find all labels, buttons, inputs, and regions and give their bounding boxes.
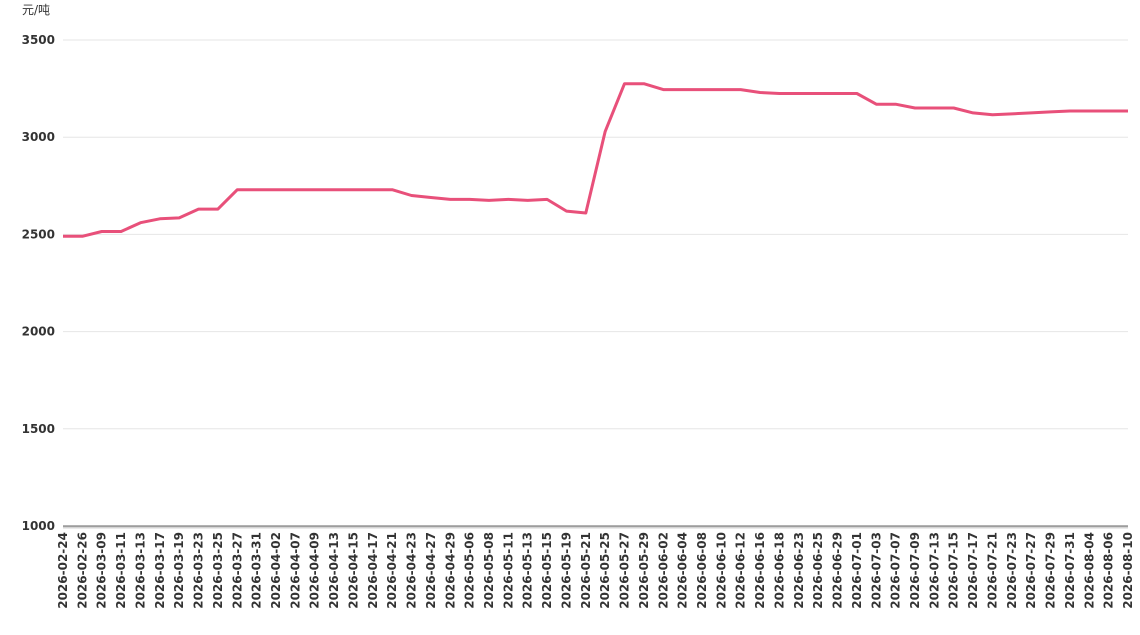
x-tick-label: 2026-04-27 xyxy=(424,532,438,609)
x-tick-label: 2026-07-17 xyxy=(966,532,980,609)
x-tick-label: 2026-05-06 xyxy=(463,532,477,609)
x-tick-label: 2026-06-12 xyxy=(734,532,748,609)
y-tick-label: 1500 xyxy=(22,422,55,436)
x-tick-label: 2026-04-21 xyxy=(385,532,399,609)
x-tick-label: 2026-05-21 xyxy=(579,532,593,609)
x-tick-label: 2026-08-06 xyxy=(1102,532,1116,609)
x-tick-label: 2026-08-10 xyxy=(1121,532,1135,609)
x-tick-label: 2026-03-23 xyxy=(192,532,206,609)
x-tick-label: 2026-04-15 xyxy=(346,532,360,609)
x-tick-label: 2026-04-29 xyxy=(443,532,457,609)
x-tick-label: 2026-08-04 xyxy=(1082,532,1096,609)
x-tick-label: 2026-03-09 xyxy=(95,532,109,609)
x-tick-label: 2026-05-13 xyxy=(521,532,535,609)
x-tick-label: 2026-07-07 xyxy=(889,532,903,609)
x-tick-label: 2026-04-13 xyxy=(327,532,341,609)
x-tick-label: 2026-06-02 xyxy=(656,532,670,609)
x-tick-label: 2026-02-26 xyxy=(75,532,89,609)
x-tick-label: 2026-07-31 xyxy=(1063,532,1077,609)
x-tick-label: 2026-03-17 xyxy=(153,532,167,609)
x-tick-label: 2026-06-29 xyxy=(831,532,845,609)
x-tick-label: 2026-03-31 xyxy=(250,532,264,609)
x-tick-label: 2026-04-02 xyxy=(269,532,283,609)
x-tick-label: 2026-04-07 xyxy=(288,532,302,609)
x-tick-label: 2026-05-25 xyxy=(598,532,612,609)
y-tick-label: 2000 xyxy=(22,325,55,339)
x-tick-label: 2026-05-29 xyxy=(637,532,651,609)
line-series xyxy=(63,82,1128,238)
x-tick-label: 2026-03-11 xyxy=(114,532,128,609)
x-tick-label: 2026-06-18 xyxy=(772,532,786,609)
x-tick-label: 2026-07-03 xyxy=(869,532,883,609)
y-tick-label: 2500 xyxy=(22,227,55,241)
x-tick-label: 2026-03-19 xyxy=(172,532,186,609)
x-tick-label: 2026-05-27 xyxy=(618,532,632,609)
x-tick-label: 2026-06-16 xyxy=(753,532,767,609)
x-tick-label: 2026-04-23 xyxy=(405,532,419,609)
y-tick-label: 1000 xyxy=(22,519,55,533)
y-unit: 元/吨 xyxy=(22,3,50,17)
x-tick-label: 2026-06-23 xyxy=(792,532,806,609)
x-tick-label: 2026-07-29 xyxy=(1044,532,1058,609)
x-tick-label: 2026-03-25 xyxy=(211,532,225,609)
x-tick-label: 2026-06-10 xyxy=(714,532,728,609)
x-tick-label: 2026-07-15 xyxy=(947,532,961,609)
x-tick-label: 2026-07-27 xyxy=(1024,532,1038,609)
x-tick-label: 2026-07-21 xyxy=(985,532,999,609)
x-tick-label: 2026-05-19 xyxy=(559,532,573,609)
x-tick-label: 2026-04-17 xyxy=(366,532,380,609)
x-tick-label: 2026-06-04 xyxy=(676,532,690,609)
x-tick-label: 2026-04-09 xyxy=(308,532,322,609)
x-tick-label: 2026-06-08 xyxy=(695,532,709,609)
x-tick-label: 2026-07-09 xyxy=(908,532,922,609)
x-tick-label: 2026-07-23 xyxy=(1005,532,1019,609)
y-tick-label: 3000 xyxy=(22,130,55,144)
x-tick-label: 2026-02-24 xyxy=(56,532,70,609)
x-tick-label: 2026-03-13 xyxy=(133,532,147,609)
x-tick-label: 2026-07-01 xyxy=(850,532,864,609)
x-tick-label: 2026-07-13 xyxy=(927,532,941,609)
x-tick-label: 2026-06-25 xyxy=(811,532,825,609)
x-tick-label: 2026-05-11 xyxy=(501,532,515,609)
x-tick-label: 2026-05-15 xyxy=(540,532,554,609)
x-tick-label: 2026-05-08 xyxy=(482,532,496,609)
x-tick-label: 2026-03-27 xyxy=(230,532,244,609)
y-tick-label: 3500 xyxy=(22,33,55,47)
